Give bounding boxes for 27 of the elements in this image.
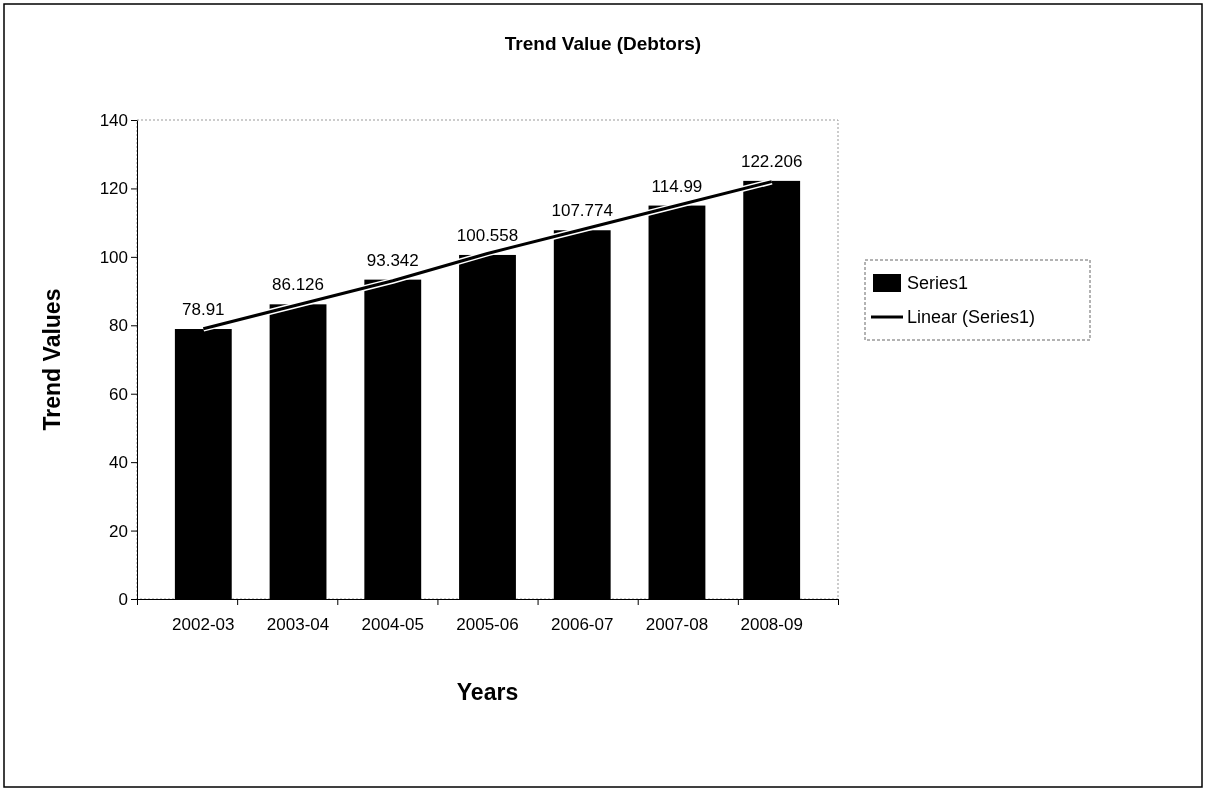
data-label: 78.91	[182, 300, 225, 320]
x-tick-label: 2003-04	[266, 615, 330, 634]
y-tick-label: 60	[109, 384, 128, 404]
y-axis-title: Trend Values	[39, 288, 65, 431]
legend-label: Linear (Series1)	[907, 307, 1036, 327]
y-tick-label: 100	[99, 247, 128, 267]
y-tick-label: 80	[109, 316, 128, 336]
x-tick-label: 2002-03	[172, 615, 235, 634]
data-label: 93.342	[366, 250, 419, 270]
data-label: 122.206	[740, 151, 803, 171]
y-tick-label: 0	[118, 589, 128, 609]
data-label: 107.774	[551, 201, 613, 221]
x-axis-title: Years	[456, 679, 519, 705]
x-tick-label: 2004-05	[361, 615, 424, 634]
data-label: 100.558	[456, 225, 519, 245]
legend-label: Series1	[907, 273, 969, 293]
chart-title: Trend Value (Debtors)	[504, 33, 702, 54]
y-tick-label: 20	[109, 521, 128, 541]
x-tick-label: 2008-09	[740, 615, 803, 634]
y-tick-label: 140	[99, 110, 128, 130]
data-label: 114.99	[651, 176, 703, 196]
y-tick-label: 40	[109, 453, 128, 473]
x-tick-label: 2005-06	[456, 615, 519, 634]
y-tick-label: 120	[99, 179, 128, 199]
data-label: 86.126	[272, 275, 325, 295]
x-tick-label: 2006-07	[551, 615, 614, 634]
x-tick-label: 2007-08	[645, 615, 709, 634]
